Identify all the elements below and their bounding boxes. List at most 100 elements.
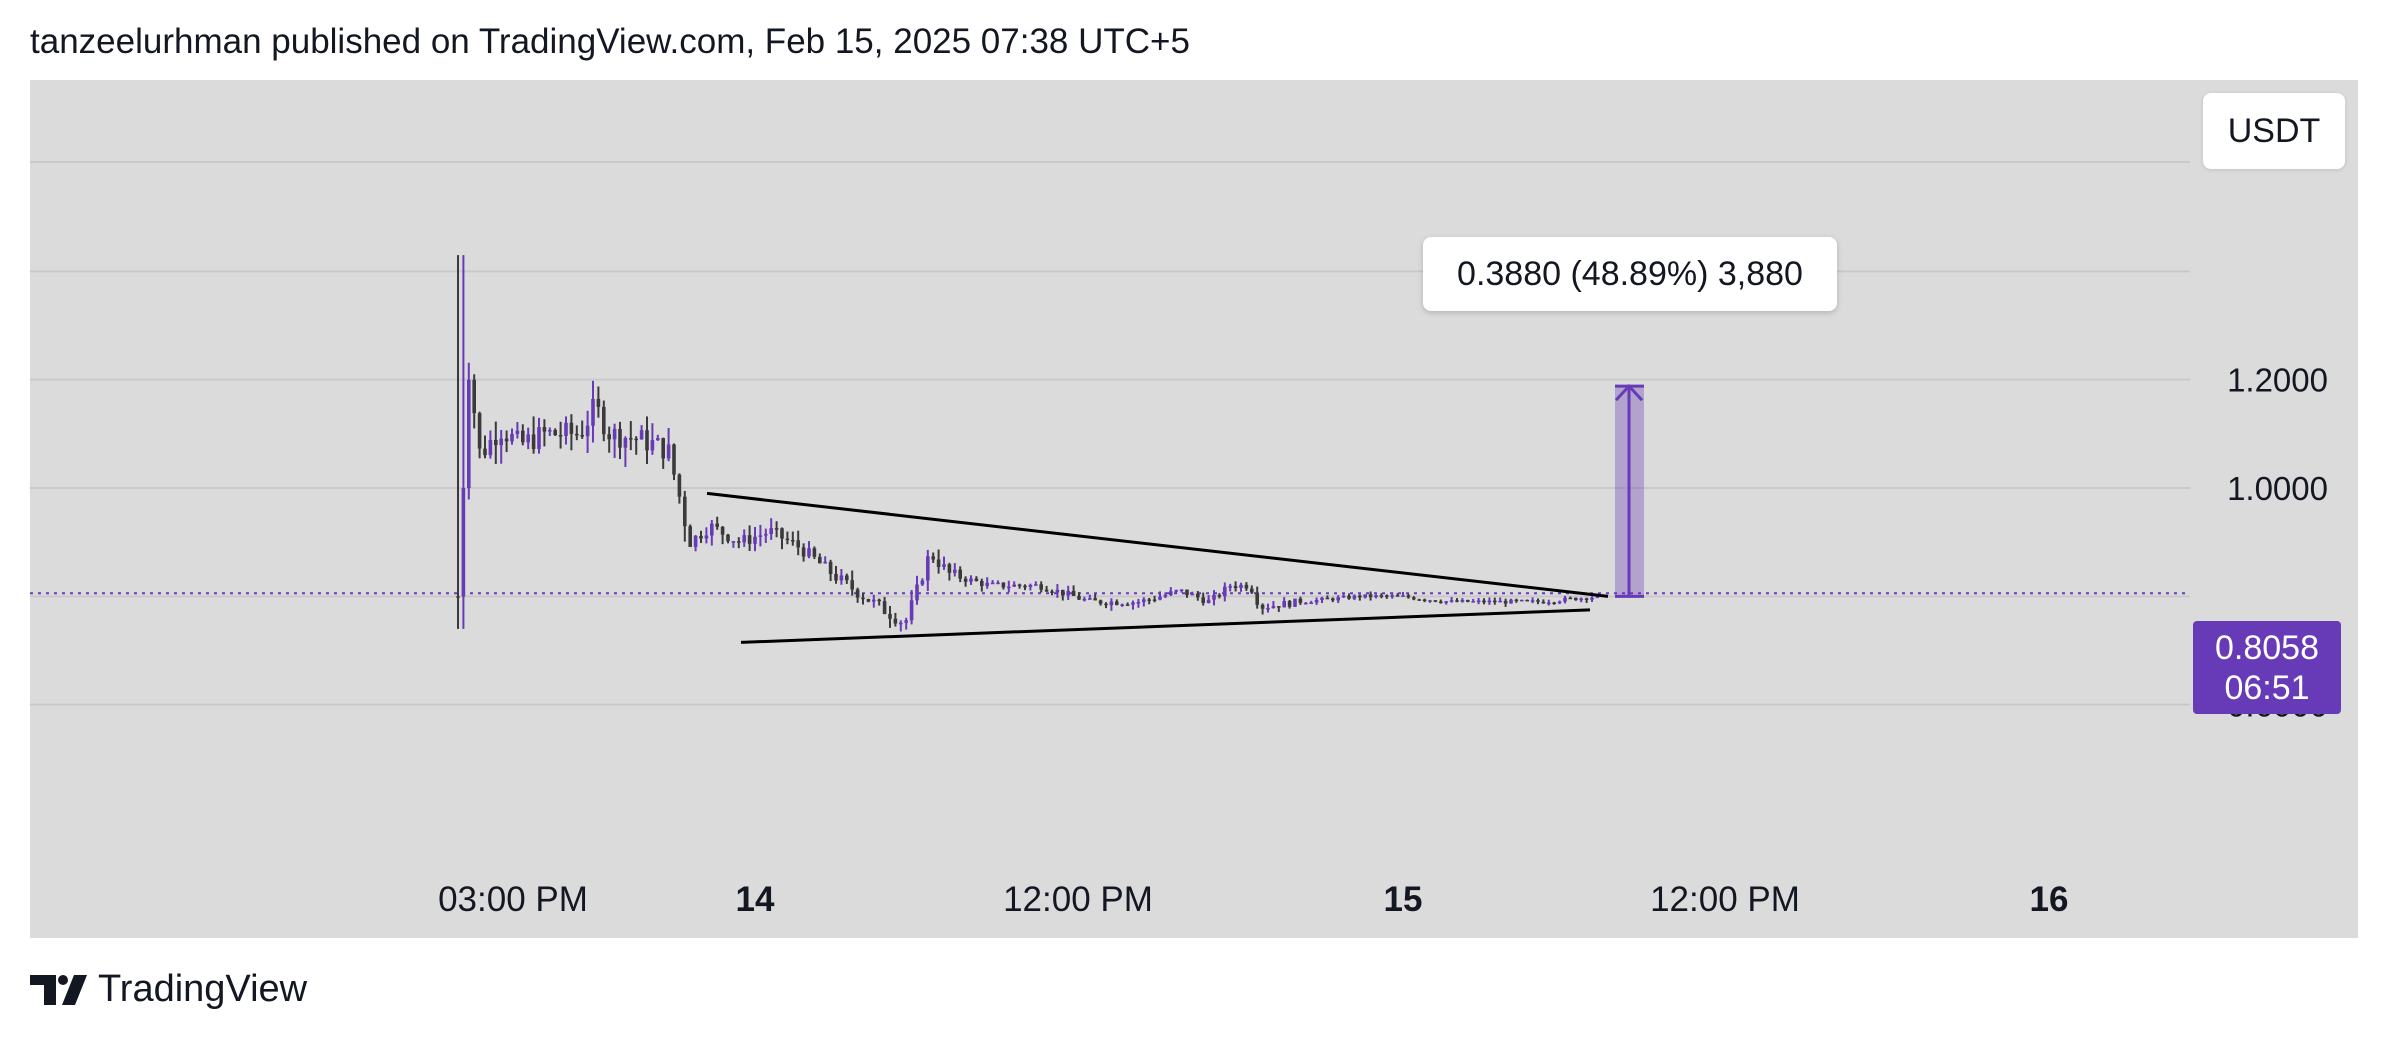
candle-body xyxy=(542,427,547,432)
candle-body xyxy=(715,523,719,527)
candle-body xyxy=(1568,597,1573,600)
candle-body xyxy=(564,422,568,436)
candle-body xyxy=(580,435,584,437)
candle-body xyxy=(909,600,914,621)
candle-body xyxy=(818,556,822,564)
candle-body xyxy=(893,618,898,624)
candle-body xyxy=(1363,594,1367,598)
candle-body xyxy=(1179,589,1184,592)
time-tick-label: 16 xyxy=(2030,880,2069,919)
candle-body xyxy=(558,435,563,437)
candle-body xyxy=(666,444,671,459)
candle-body xyxy=(1514,599,1519,602)
publish-info: tanzeelurhman published on TradingView.c… xyxy=(30,22,1190,61)
candle-body xyxy=(548,430,552,432)
candle-body xyxy=(791,540,795,542)
candle-body xyxy=(1541,601,1546,604)
candle-body xyxy=(1223,586,1227,597)
candle-body xyxy=(726,534,730,542)
candle-body xyxy=(1439,601,1443,604)
candle-body xyxy=(974,578,979,581)
candle-body xyxy=(1422,599,1427,602)
candle-body xyxy=(456,596,460,598)
candle-body xyxy=(1017,584,1022,587)
candle-body xyxy=(1552,602,1556,605)
candle-body xyxy=(1206,599,1211,603)
candle-body xyxy=(785,538,790,541)
candle-body xyxy=(1412,597,1416,600)
candle-body xyxy=(769,528,773,534)
candle-body xyxy=(661,438,665,459)
candle-body xyxy=(1233,586,1238,589)
candle-body xyxy=(531,434,536,450)
candle-body xyxy=(672,444,676,475)
candle-body xyxy=(980,580,984,586)
candle-body xyxy=(1136,602,1141,604)
price-range-measure[interactable] xyxy=(1614,383,1644,598)
candle-body xyxy=(1314,599,1319,603)
plot-area[interactable] xyxy=(30,80,2358,938)
candle-body xyxy=(953,569,957,573)
candle-body xyxy=(623,438,628,448)
upper-trendline[interactable] xyxy=(706,491,1609,598)
candle-body xyxy=(1309,602,1313,605)
candle-body xyxy=(958,569,962,579)
price-tick-label: 1.0000 xyxy=(2227,470,2328,507)
candle-body xyxy=(834,573,838,581)
candle-body xyxy=(699,535,703,539)
candle-body xyxy=(1125,604,1130,606)
candle-body xyxy=(1158,596,1162,600)
candle-body xyxy=(1120,604,1124,606)
candle-body xyxy=(472,379,476,414)
candle-body xyxy=(1525,599,1529,602)
currency-button[interactable]: USDT xyxy=(2203,93,2345,169)
candle-body xyxy=(866,599,871,602)
candle-body xyxy=(904,620,908,623)
candle-body xyxy=(1190,593,1195,596)
candle-body xyxy=(1298,598,1303,603)
candle-body xyxy=(1433,600,1438,602)
candle-body xyxy=(612,428,617,440)
candle-body xyxy=(596,398,601,407)
candle-body xyxy=(1260,604,1265,609)
candle-body xyxy=(1012,584,1016,587)
candle-body xyxy=(1493,600,1497,603)
candle-body xyxy=(1077,595,1081,600)
candle-body xyxy=(1417,599,1421,601)
candle-body xyxy=(704,535,709,539)
candle-body xyxy=(1374,595,1378,598)
grid-lines xyxy=(30,161,2190,706)
time-tick-label: 03:00 PM xyxy=(438,880,588,919)
lower-trendline[interactable] xyxy=(740,608,1591,644)
candle-body xyxy=(1530,600,1535,602)
candle-body xyxy=(731,541,736,543)
candle-body xyxy=(1034,584,1038,586)
candle-body xyxy=(882,601,887,614)
brand-name: TradingView xyxy=(98,968,308,1010)
candle-body xyxy=(888,613,892,619)
candle-body xyxy=(845,575,849,581)
measure-info-label: 0.3880 (48.89%) 3,880 xyxy=(1423,237,1837,311)
candle-body xyxy=(1217,594,1222,597)
time-axis[interactable]: 03:00 PM 14 12:00 PM 15 12:00 PM 16 xyxy=(438,880,2068,919)
tradingview-brand[interactable]: TradingView xyxy=(30,968,307,1011)
candle-body xyxy=(1277,606,1281,608)
candle-body xyxy=(494,439,498,446)
candle-body xyxy=(504,438,509,442)
candle-body xyxy=(688,526,692,547)
candle-body xyxy=(969,578,973,582)
candle-body xyxy=(1460,599,1465,602)
candle-body xyxy=(1152,599,1157,602)
candle-body xyxy=(1352,595,1357,599)
candle-body xyxy=(720,526,725,535)
candle-body xyxy=(639,430,644,440)
candle-body xyxy=(855,589,860,598)
candle-body xyxy=(780,528,784,539)
candle-body xyxy=(1498,600,1502,603)
candle-body xyxy=(607,434,611,440)
candle-body xyxy=(1347,595,1351,599)
time-tick-label: 12:00 PM xyxy=(1003,880,1153,919)
candle-body xyxy=(1001,582,1006,588)
candle-body xyxy=(1471,601,1475,603)
